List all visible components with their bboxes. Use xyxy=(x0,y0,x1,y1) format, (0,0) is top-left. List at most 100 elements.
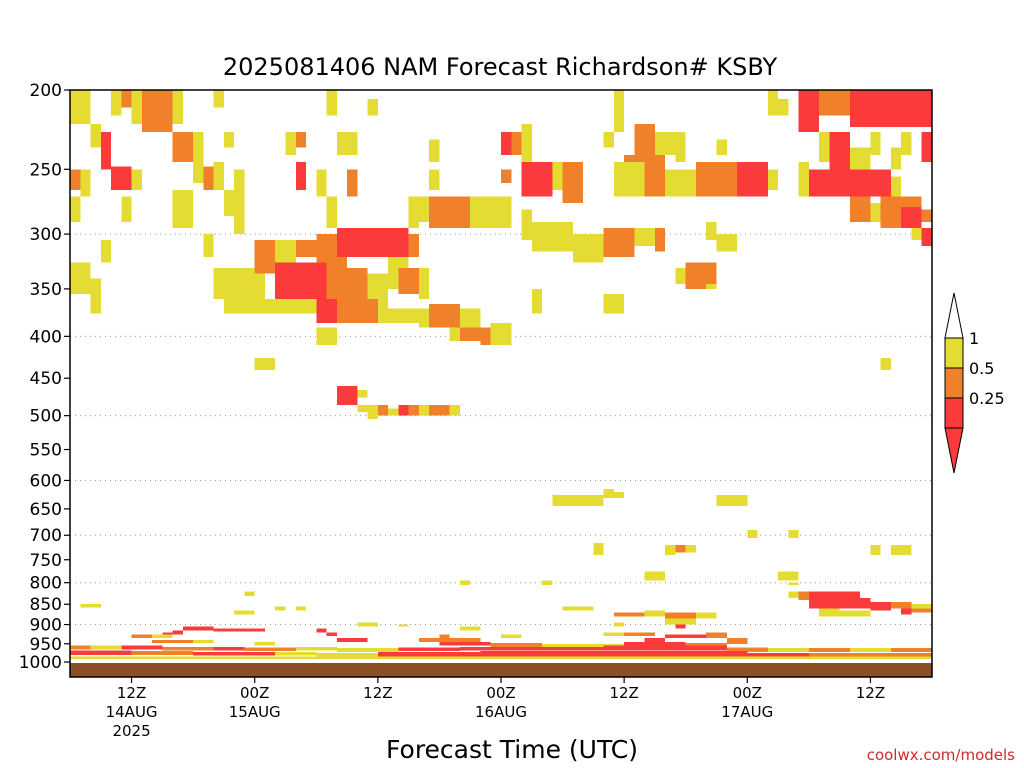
heatmap-cell xyxy=(336,648,399,652)
heatmap-cell xyxy=(921,209,932,223)
y-tick-label: 650 xyxy=(30,500,62,520)
heatmap-cell xyxy=(429,169,440,191)
y-tick-label: 750 xyxy=(30,551,62,571)
heatmap-cell xyxy=(418,308,430,328)
heatmap-cell xyxy=(316,653,378,657)
heatmap-cell xyxy=(439,634,450,639)
heatmap-cell xyxy=(449,327,460,341)
heatmap-cell xyxy=(70,656,932,660)
heatmap-cell xyxy=(213,628,265,632)
heatmap-cell xyxy=(357,389,368,398)
heatmap-cell xyxy=(747,530,758,538)
heatmap-cell xyxy=(716,234,738,252)
heatmap-cell xyxy=(870,602,891,611)
colorbar-lower-triangle xyxy=(944,427,964,474)
heatmap-cell xyxy=(531,222,573,252)
heatmap-cell xyxy=(706,222,717,240)
heatmap-cell xyxy=(880,196,902,229)
heatmap-cell xyxy=(213,646,245,651)
heatmap-cell xyxy=(172,630,183,635)
heatmap-cell xyxy=(798,90,820,132)
y-tick-label: 350 xyxy=(30,280,62,300)
heatmap-cell xyxy=(808,648,850,652)
heatmap-cell xyxy=(234,196,245,235)
heatmap-cell xyxy=(911,228,922,240)
heatmap-cell xyxy=(665,618,696,625)
heatmap-cell xyxy=(644,610,666,617)
x-tick-label: 12Z xyxy=(363,684,392,702)
y-tick-label: 1000 xyxy=(19,653,62,673)
heatmap-cell xyxy=(275,606,286,611)
heatmap-cell xyxy=(562,606,594,611)
heatmap-cell xyxy=(665,634,707,639)
heatmap-cell xyxy=(182,626,214,631)
heatmap-cell xyxy=(562,162,584,204)
y-tick-label: 800 xyxy=(30,574,62,594)
heatmap-cell xyxy=(213,162,224,191)
heatmap-cell xyxy=(367,98,378,116)
heatmap-cell xyxy=(152,640,194,644)
heatmap-cell xyxy=(542,580,553,585)
heatmap-cell xyxy=(675,267,686,284)
heatmap-cell xyxy=(377,308,419,323)
heatmap-cell xyxy=(767,90,779,116)
heatmap-cell xyxy=(644,571,666,581)
heatmap-cell xyxy=(80,169,91,197)
heatmap-cell xyxy=(849,147,871,170)
heatmap-cell xyxy=(439,641,491,646)
heatmap-cell xyxy=(100,131,112,170)
heatmap-cell xyxy=(398,647,460,652)
heatmap-cell xyxy=(890,545,912,555)
heatmap-cell xyxy=(603,645,666,651)
heatmap-cell xyxy=(408,234,419,258)
heatmap-cell xyxy=(459,646,543,651)
heatmap-cell xyxy=(521,209,532,240)
heatmap-cell xyxy=(172,131,194,163)
heatmap-cell xyxy=(675,147,686,163)
heatmap-cell xyxy=(459,580,471,585)
y-tick-label: 250 xyxy=(30,160,62,180)
ground-surface xyxy=(70,663,932,677)
colorbar-label: 1 xyxy=(969,329,979,348)
heatmap-cell xyxy=(665,612,696,619)
heatmap-cell xyxy=(819,608,840,617)
heatmap-cell xyxy=(767,169,779,191)
heatmap-cell xyxy=(808,169,891,197)
heatmap-cell xyxy=(747,653,809,657)
heatmap-cell xyxy=(223,131,235,148)
heatmap-cell xyxy=(203,166,214,191)
heatmap-cell xyxy=(70,645,91,650)
credit-text: coolwx.com/models xyxy=(867,746,1015,764)
x-tick-label: 12Z xyxy=(117,684,146,702)
heatmap-cell xyxy=(778,98,789,116)
heatmap-cell xyxy=(357,404,368,413)
heatmap-cell xyxy=(141,90,173,132)
heatmap-cell xyxy=(316,169,327,197)
heatmap-cell xyxy=(613,492,625,498)
heatmap-cell xyxy=(326,257,348,309)
colorbar-segment xyxy=(944,397,964,429)
heatmap-cell xyxy=(254,239,276,274)
heatmap-cell xyxy=(808,653,932,657)
heatmap-cell xyxy=(521,123,532,163)
heatmap-cell xyxy=(665,545,676,555)
heatmap-cell xyxy=(234,169,245,204)
heatmap-cell xyxy=(552,494,604,507)
heatmap-cell xyxy=(418,267,430,299)
heatmap-cell xyxy=(675,545,686,553)
heatmap-cell xyxy=(808,591,861,609)
heatmap-cell xyxy=(275,651,317,656)
heatmap-cell xyxy=(429,404,450,416)
heatmap-cell xyxy=(193,640,214,644)
heatmap-cell xyxy=(890,176,902,204)
heatmap-cell xyxy=(111,166,132,191)
y-axis-pressure: 200 250 300 350 400 450 500 550 600 650 700 750 8008… xyxy=(19,81,70,673)
y-tick-label: 550 xyxy=(30,441,62,461)
heatmap-cell xyxy=(377,404,389,416)
y-tick-label: 950 xyxy=(30,635,62,655)
x-tick-label: 12Z xyxy=(609,684,638,702)
heatmap-cell xyxy=(418,196,430,223)
heatmap-cell xyxy=(737,162,768,197)
heatmap-cell xyxy=(542,646,604,651)
